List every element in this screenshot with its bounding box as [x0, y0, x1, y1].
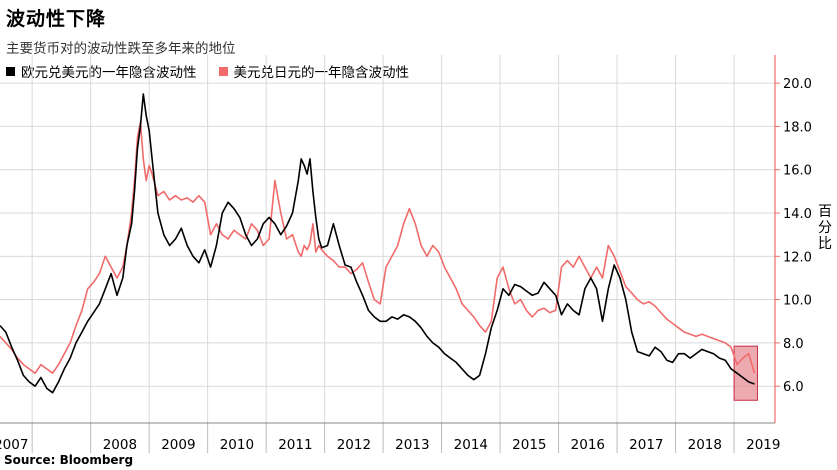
chart-title: 波动性下降	[6, 8, 107, 30]
y-tick-label: 18.0	[783, 120, 812, 135]
series-line-usdjpy	[0, 121, 756, 375]
highlight-box	[733, 345, 758, 401]
axes: 6.0 8.0 10.0 12.0 14.0 16.0 18.0 20.0 2007 2008 20…	[0, 55, 812, 453]
y-tick-label: 6.0	[783, 380, 804, 395]
x-tick-label: 2018	[688, 437, 722, 453]
x-tick-label: 2016	[571, 437, 605, 453]
legend-swatch-eurusd	[6, 66, 15, 76]
x-tick-label: 2011	[278, 437, 312, 453]
highlight-layer	[733, 345, 758, 401]
y-tick-label: 12.0	[783, 250, 812, 265]
grid-lines	[0, 55, 775, 423]
legend: 欧元兑美元的一年隐含波动性 美元兑日元的一年隐含波动性	[6, 61, 409, 81]
y-axis-unit-label: 百分比	[818, 204, 832, 252]
y-tick-label: 10.0	[783, 294, 812, 309]
x-tick-label: 2017	[629, 437, 663, 453]
x-tick-label: 2015	[512, 437, 546, 453]
x-tick-label: 2013	[395, 437, 429, 453]
y-tick-label: 14.0	[783, 207, 812, 222]
x-tick-label: 2014	[454, 437, 488, 453]
source-note: Source: Bloomberg	[4, 453, 134, 467]
x-tick-label: 2007	[0, 437, 28, 453]
x-tick-label: 2012	[337, 437, 371, 453]
y-tick-label: 16.0	[783, 164, 812, 179]
legend-swatch-usdjpy	[218, 66, 228, 76]
x-tick-label: 2019	[746, 437, 780, 453]
x-tick-label: 2009	[161, 437, 195, 453]
chart-subtitle: 主要货币对的波动性跌至多年来的地位	[6, 41, 236, 57]
legend-item-eurusd: 欧元兑美元的一年隐含波动性	[6, 61, 197, 81]
series-lines	[0, 93, 756, 394]
legend-item-usdjpy: 美元兑日元的一年隐含波动性	[218, 61, 410, 81]
x-tick-label: 2010	[220, 437, 254, 453]
legend-label-eurusd: 欧元兑美元的一年隐含波动性	[21, 65, 197, 81]
y-tick-label: 20.0	[783, 77, 812, 92]
y-tick-label: 8.0	[783, 337, 804, 352]
series-line-eurusd	[0, 93, 755, 394]
legend-label-usdjpy: 美元兑日元的一年隐含波动性	[233, 65, 410, 81]
x-tick-label: 2008	[103, 437, 137, 453]
